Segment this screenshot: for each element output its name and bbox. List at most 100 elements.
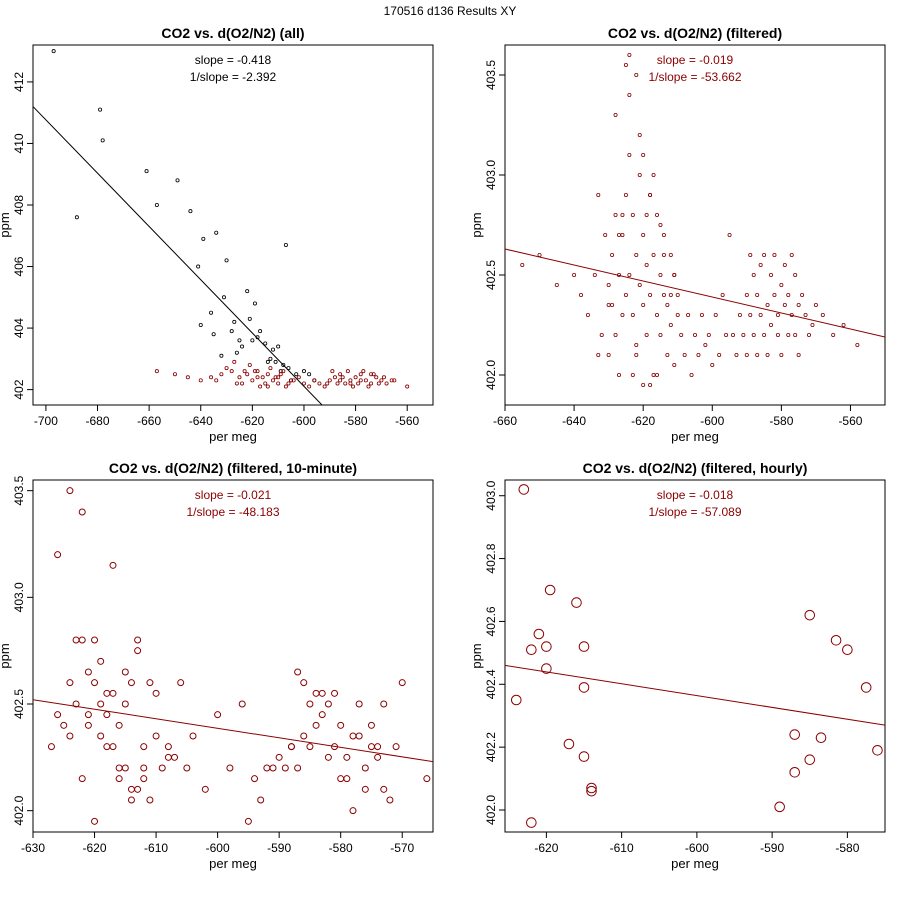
- data-point: [379, 378, 384, 383]
- data-point: [109, 743, 117, 751]
- data-point: [398, 679, 406, 687]
- data-point: [345, 369, 350, 374]
- y-tick-label: 408: [12, 195, 26, 215]
- data-point: [734, 352, 739, 357]
- data-point: [265, 372, 270, 377]
- data-point: [355, 700, 363, 708]
- data-point: [831, 332, 836, 337]
- data-point: [641, 382, 646, 387]
- data-point: [140, 775, 148, 783]
- data-point: [389, 378, 394, 383]
- data-point: [648, 192, 653, 197]
- data-point: [91, 679, 99, 687]
- data-point: [696, 352, 701, 357]
- data-point: [392, 743, 400, 751]
- data-point: [541, 641, 552, 652]
- data-point: [376, 381, 381, 386]
- data-point: [644, 332, 649, 337]
- data-point: [380, 700, 388, 708]
- data-point: [644, 262, 649, 267]
- data-point: [152, 732, 160, 740]
- data-point: [164, 743, 172, 751]
- data-point: [405, 384, 410, 389]
- data-point: [154, 202, 159, 207]
- data-point: [54, 551, 62, 559]
- plot-frame: [504, 479, 886, 833]
- data-point: [115, 764, 123, 772]
- data-point: [306, 743, 314, 751]
- data-point: [177, 679, 185, 687]
- data-point: [772, 252, 777, 257]
- data-point: [211, 332, 216, 337]
- y-tick-label: 402.5: [12, 689, 26, 719]
- data-point: [154, 369, 159, 374]
- data-point: [627, 93, 632, 98]
- data-point: [237, 375, 242, 380]
- data-point: [214, 711, 222, 719]
- data-point: [121, 764, 129, 772]
- data-point: [572, 272, 577, 277]
- x-tick-label: -660: [137, 414, 161, 428]
- data-point: [152, 689, 160, 697]
- data-point: [294, 668, 302, 676]
- data-point: [196, 264, 201, 269]
- data-point: [554, 282, 559, 287]
- data-point: [610, 252, 615, 257]
- y-tick-label: 403.0: [484, 160, 498, 190]
- inverse-slope-annotation: 1/slope = -2.392: [190, 70, 277, 84]
- data-point: [813, 302, 818, 307]
- data-point: [668, 292, 673, 297]
- data-point: [214, 230, 219, 235]
- data-point: [613, 212, 618, 217]
- data-point: [312, 689, 320, 697]
- data-point: [185, 375, 190, 380]
- data-point: [54, 711, 62, 719]
- y-tick-label: 402.2: [484, 732, 498, 762]
- data-point: [775, 332, 780, 337]
- x-tick-label: -600: [685, 841, 709, 855]
- data-point: [720, 292, 725, 297]
- page-title: 170516 d136 Results XY: [383, 4, 517, 18]
- data-point: [255, 369, 260, 374]
- data-point: [268, 356, 273, 361]
- data-point: [361, 764, 369, 772]
- data-point: [668, 252, 673, 257]
- data-point: [693, 332, 698, 337]
- x-tick-label: -590: [760, 841, 784, 855]
- data-point: [651, 172, 656, 177]
- data-point: [84, 721, 92, 729]
- inverse-slope-annotation: 1/slope = -53.662: [648, 70, 741, 84]
- y-axis-label: ppm: [469, 643, 484, 668]
- data-point: [586, 785, 597, 797]
- data-point: [855, 342, 860, 347]
- data-point: [229, 329, 234, 334]
- data-point: [343, 381, 348, 386]
- y-tick-label: 402.0: [484, 795, 498, 825]
- x-tick-label: -620: [534, 841, 558, 855]
- data-point: [250, 378, 255, 383]
- data-point: [91, 817, 99, 825]
- data-point: [240, 381, 245, 386]
- data-point: [260, 375, 265, 380]
- data-point: [627, 152, 632, 157]
- data-point: [307, 372, 312, 377]
- data-point: [758, 262, 763, 267]
- data-point: [807, 332, 812, 337]
- data-point: [779, 282, 784, 287]
- y-tick-label: 403.5: [12, 475, 26, 505]
- chart-panel-2: CO2 vs. d(O2/N2) (filtered) -660 -640 -620 -…: [469, 25, 886, 444]
- y-tick-label: 402.6: [484, 606, 498, 636]
- data-point: [234, 350, 239, 355]
- data-point: [637, 132, 642, 137]
- data-point: [349, 807, 357, 815]
- data-point: [348, 381, 353, 386]
- x-tick-label: -570: [390, 841, 414, 855]
- slope-annotation: slope = -0.018: [657, 488, 734, 502]
- data-point: [775, 312, 780, 317]
- data-point: [520, 262, 525, 267]
- x-tick-label: -560: [838, 414, 862, 428]
- y-tick-label: 403.0: [12, 582, 26, 612]
- data-point: [164, 753, 172, 761]
- data-point: [841, 322, 846, 327]
- data-point: [307, 384, 312, 389]
